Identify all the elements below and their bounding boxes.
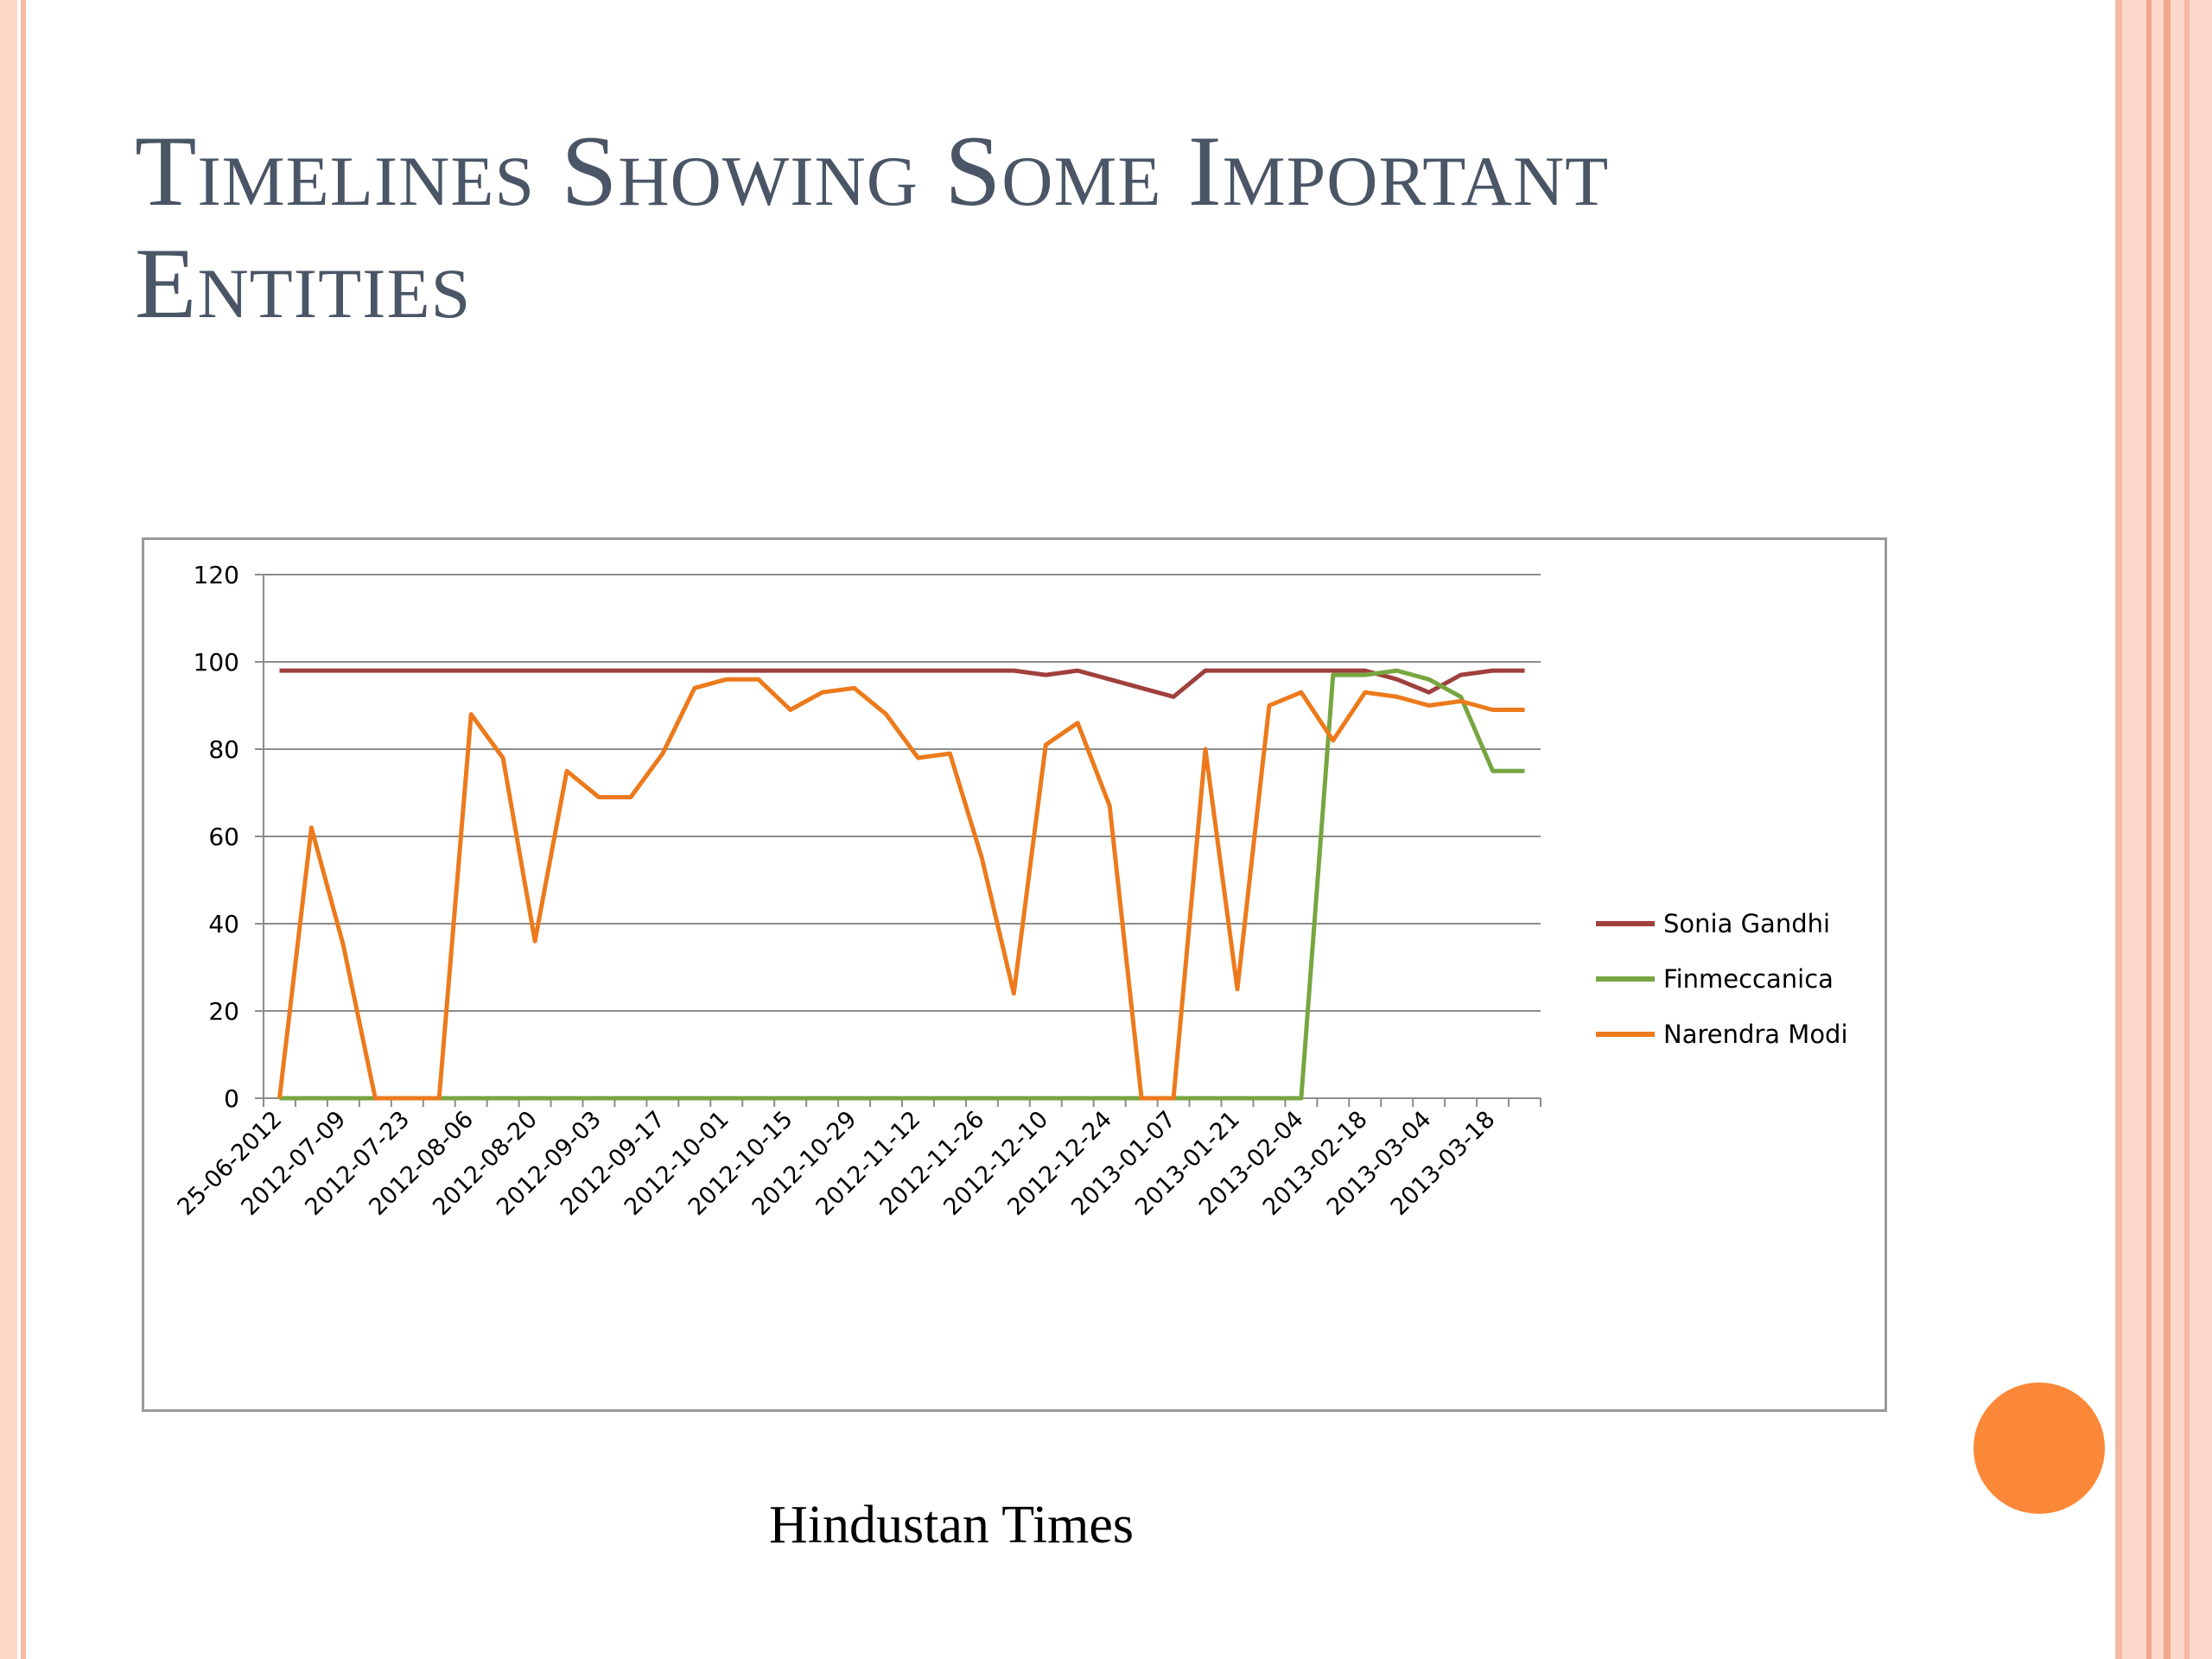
legend-label: Narendra Modi: [1663, 1020, 1848, 1049]
y-tick-label: 100: [194, 648, 239, 677]
y-tick-label: 60: [208, 823, 239, 851]
series-line-finmeccanica: [279, 668, 1525, 1101]
slide-caption: Hindustan Times: [769, 1496, 1135, 1554]
y-tick-label: 120: [194, 561, 239, 589]
series-line-narendra-modi: [277, 677, 1525, 1101]
right-border-line-2: [2146, 0, 2152, 1659]
left-border-line: [21, 0, 26, 1659]
accent-circle: [1974, 1382, 2105, 1514]
y-tick-label: 80: [208, 735, 239, 764]
y-tick-label: 40: [208, 910, 239, 938]
slide-title: Timelines Showing Some Important Entitie…: [135, 116, 1610, 340]
right-border-line-1: [2115, 0, 2122, 1659]
left-border-band: [0, 0, 17, 1659]
line-chart: 02040608010012025-06-20122012-07-092012-…: [173, 561, 1848, 1221]
y-tick-label: 0: [224, 1084, 239, 1113]
right-border-line-3: [2164, 0, 2171, 1659]
legend-label: Finmeccanica: [1663, 964, 1834, 994]
legend-label: Sonia Gandhi: [1663, 909, 1830, 938]
chart-frame: 0 20 40 60 80 100 120 25-06-2012 2012-07-09 2012-…: [142, 537, 1887, 1412]
y-tick-label: 20: [208, 997, 239, 1026]
series-line-sonia-gandhi: [279, 668, 1525, 699]
right-border-line-4: [2184, 0, 2190, 1659]
